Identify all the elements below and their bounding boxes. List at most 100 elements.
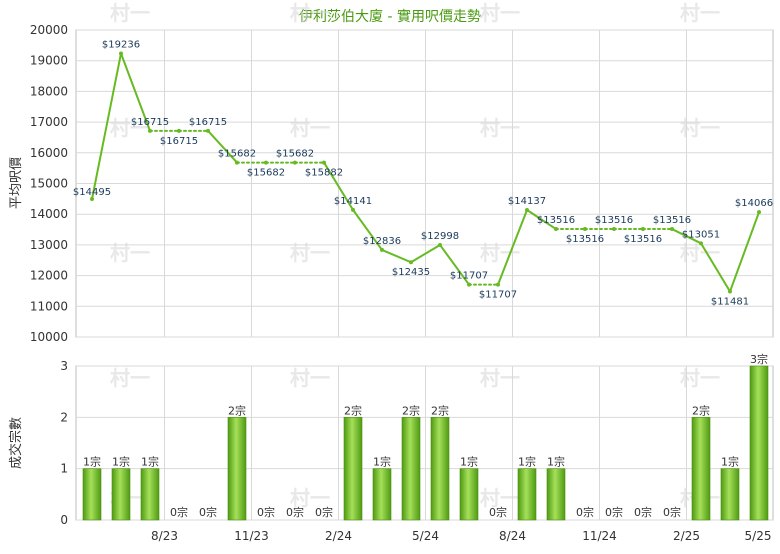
price-point [670,227,674,232]
price-point-label: $15682 [276,149,314,160]
price-point-labels: $14495 $19236 $16715 $16715 $16715 $15682 $156… [73,39,773,307]
volume-plot-frame: 0 1 2 3 [60,359,774,527]
volume-y-tick-label: 2 [60,410,68,424]
price-line-segment [439,243,470,286]
price-y-tick-label: 16000 [30,146,68,160]
price-point [757,210,761,215]
volume-bar [343,417,363,521]
price-line-segment [352,208,383,251]
watermark-text: 村一 [110,366,150,390]
price-point-label: $13516 [537,215,575,226]
watermark-text: 村一 [110,241,150,265]
price-point [148,128,152,133]
price-line-segment [120,52,151,132]
price-point-label: $13516 [653,215,691,226]
price-point-label: $12998 [421,231,459,242]
price-line-segment [526,208,557,231]
x-tick-label: 2/24 [325,529,352,543]
volume-y-axis-ticks: 0 1 2 3 [60,359,68,527]
x-tick-label: 5/25 [745,529,772,543]
price-point [699,241,703,246]
x-tick-label: 2/25 [673,529,700,543]
price-point [409,260,413,265]
watermark-text: 村一 [480,366,520,390]
price-point [612,227,616,232]
price-point-label: $11481 [711,297,749,308]
volume-bar-label: 2宗 [344,403,362,417]
volume-bar-label: 1宗 [547,455,565,469]
volume-bar [517,468,537,521]
price-y-tick-label: 18000 [30,84,68,98]
price-y-tick-label: 12000 [30,269,68,283]
volume-bar [749,365,769,521]
price-point-label: $14141 [334,196,372,207]
volume-bar-labels: 1宗 1宗 1宗 0宗 0宗 2宗 0宗 0宗 0宗 2宗 1宗 2宗 2宗 1宗 0宗 1宗 1宗 0宗 0宗 0宗… [83,352,768,519]
price-y-tick-label: 10000 [30,330,68,344]
price-point [293,160,297,165]
price-line-segment [381,248,412,264]
x-tick-label: 8/24 [499,529,526,543]
price-point [380,247,384,252]
volume-bar-label: 0宗 [170,505,188,519]
price-point-label: $16715 [189,117,227,128]
watermark-text: 村一 [110,116,150,140]
watermark-text: 村一 [680,1,720,25]
volume-bar [82,468,102,521]
watermark-text: 村一 [480,1,520,25]
volume-bar [111,468,131,521]
volume-bar-label: 0宗 [286,505,304,519]
price-point-label: $13516 [566,234,604,245]
volume-bar-label: 0宗 [605,505,623,519]
price-point [90,197,94,202]
price-point [438,242,442,247]
price-line-segment [410,243,441,264]
volume-bar [546,468,566,521]
volume-bar-label: 2宗 [228,403,246,417]
volume-bar-label: 1宗 [141,455,159,469]
price-point [641,227,645,232]
price-point-label: $12435 [392,267,430,278]
x-tick-label: 11/24 [582,529,617,543]
price-y-tick-label: 19000 [30,54,68,68]
price-line-segment [700,242,731,293]
price-y-tick-label: 15000 [30,177,68,191]
price-point [467,282,471,287]
watermark-text: 村一 [480,486,520,510]
volume-bar-label: 1宗 [83,455,101,469]
price-point [525,207,529,212]
watermark-text: 村一 [290,1,330,25]
volume-y-tick-label: 1 [60,462,68,476]
volume-bar [401,417,421,521]
price-point-label: $14066 [735,198,773,209]
price-point-label: $12836 [363,236,401,247]
volume-bar-label: 0宗 [257,505,275,519]
price-point-label: $13516 [624,234,662,245]
volume-bar [227,417,247,521]
price-point [583,227,587,232]
chart-title: 伊利莎伯大廈 - 實用呎價走勢 [299,8,481,25]
price-line-segment [497,208,528,286]
volume-bar-label: 1宗 [721,455,739,469]
watermark-text: 村一 [680,116,720,140]
x-axis-ticks: 8/23 11/23 2/24 5/24 8/24 11/24 2/25 5/25 [151,529,771,543]
price-point-label: $15882 [305,168,343,179]
price-point [264,160,268,165]
watermark-text: 村一 [680,366,720,390]
volume-bar-label: 0宗 [315,505,333,519]
price-line-segment [729,211,760,293]
watermark-text: 村一 [290,241,330,265]
price-y-tick-label: 11000 [30,299,68,313]
price-point-label: $13051 [682,229,720,240]
volume-bar-label: 2宗 [431,403,449,417]
price-point [728,289,732,294]
volume-bar-label: 3宗 [750,352,768,366]
volume-bar-label: 0宗 [199,505,217,519]
volume-bar [459,468,479,521]
price-point [177,128,181,133]
price-point [235,160,239,165]
watermark-text: 村一 [290,116,330,140]
price-point-label: $15682 [218,149,256,160]
price-point-label: $11707 [450,271,488,282]
